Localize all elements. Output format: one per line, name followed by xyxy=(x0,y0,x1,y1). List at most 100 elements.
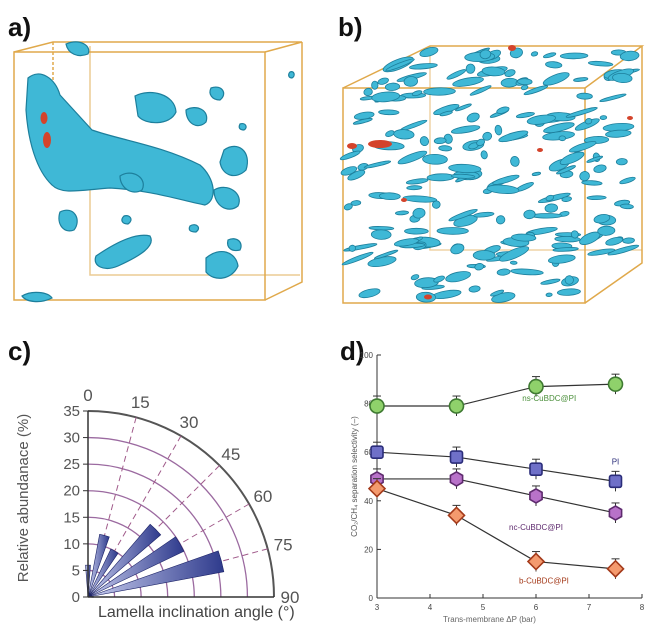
polar-radial-tick-label: 35 xyxy=(63,403,80,420)
blob-b xyxy=(543,122,575,134)
blob-b xyxy=(371,80,379,90)
blob-b xyxy=(622,237,635,244)
blob-b xyxy=(439,110,453,117)
blob-b xyxy=(481,66,506,77)
blob-b xyxy=(465,63,476,74)
blob-b xyxy=(559,52,589,60)
series-line xyxy=(377,478,616,514)
polar-radial-tick-label: 15 xyxy=(63,509,80,526)
y-tick-label: 40 xyxy=(364,497,373,506)
blob-b xyxy=(450,243,465,255)
blob-b xyxy=(350,200,362,206)
y-tick-label: 80 xyxy=(364,400,373,409)
polar-angle-tick-label: 30 xyxy=(180,413,199,432)
blob-b xyxy=(545,61,563,69)
blob-b xyxy=(523,85,549,96)
blob-b xyxy=(530,51,539,57)
blob-b xyxy=(384,82,401,91)
blob-b xyxy=(504,69,516,77)
blob-b xyxy=(347,169,366,181)
series-label: b-CuBDC@PI xyxy=(519,576,569,585)
blob-b xyxy=(411,90,423,97)
blob-b xyxy=(564,275,574,285)
blob-b xyxy=(436,227,469,235)
panel-label-b: b) xyxy=(338,12,363,42)
x-tick-label: 8 xyxy=(640,603,645,612)
blob-b xyxy=(377,77,389,85)
polar-radial-tick-label: 0 xyxy=(72,589,80,606)
polar-radial-tick-label: 30 xyxy=(63,430,80,447)
polar-bar xyxy=(87,550,225,598)
polar-x-axis-label: Lamella inclination angle (°) xyxy=(98,604,295,621)
blob-b xyxy=(559,151,585,165)
blob-b xyxy=(406,185,423,191)
data-point xyxy=(526,552,546,571)
blob-b xyxy=(340,166,358,176)
data-point xyxy=(529,487,543,504)
blob-b xyxy=(472,250,496,261)
y-tick-label: 0 xyxy=(369,594,374,603)
blob-b xyxy=(607,244,640,256)
blob-b xyxy=(526,114,556,125)
data-point xyxy=(447,506,466,525)
blob-b xyxy=(438,145,453,152)
blob-b xyxy=(515,112,535,119)
blob-b xyxy=(370,229,392,240)
blob-b xyxy=(482,131,493,141)
blob-b xyxy=(403,76,418,87)
blob-b xyxy=(593,164,607,173)
blob-b xyxy=(348,244,356,252)
line-chart-y-axis-label: CO₂/CH₄ separation selectivity (–) xyxy=(350,416,359,537)
blob-b xyxy=(556,288,581,296)
blob-b xyxy=(358,288,381,299)
blob-b xyxy=(558,135,566,142)
blob-b xyxy=(605,236,624,246)
polar-angle-tick-label: 75 xyxy=(274,536,293,555)
blob-b xyxy=(597,225,616,236)
blob-b xyxy=(479,49,492,60)
blob-b xyxy=(466,112,480,123)
data-point xyxy=(608,474,623,489)
blob-b xyxy=(412,207,426,219)
blob-b xyxy=(599,93,627,102)
blob-b xyxy=(409,63,438,70)
panel-label-a: a) xyxy=(8,12,32,42)
blob-b xyxy=(363,87,373,97)
blob-b xyxy=(385,58,415,72)
blob-b xyxy=(556,165,576,175)
blob-b xyxy=(405,178,429,185)
blob-b xyxy=(353,111,375,120)
blob-b xyxy=(419,47,439,57)
blob-b xyxy=(371,91,401,103)
blob-b xyxy=(363,160,392,169)
blob-b xyxy=(586,155,604,163)
blob-b xyxy=(492,174,520,185)
blob-b xyxy=(433,275,445,283)
y-tick-label: 60 xyxy=(364,448,373,457)
blob-b xyxy=(419,136,429,147)
polar-angle-tick-label: 15 xyxy=(131,393,150,412)
data-point xyxy=(608,505,623,521)
blob-b xyxy=(496,106,510,114)
blob-b xyxy=(568,141,597,153)
y-tick-label: 100 xyxy=(360,351,374,360)
blob-b xyxy=(397,150,428,165)
blob-b xyxy=(561,196,572,202)
blob-b xyxy=(584,118,593,125)
blob-b xyxy=(576,92,593,100)
blob-b xyxy=(565,107,598,118)
blob-b xyxy=(620,203,634,210)
red-particles-b xyxy=(347,45,633,300)
panel-label-c: c) xyxy=(8,336,32,366)
blob-b xyxy=(544,203,558,213)
blob-b xyxy=(593,213,611,224)
data-point xyxy=(448,398,465,414)
polar-radial-tick-label: 25 xyxy=(63,456,80,473)
blob-b xyxy=(455,103,472,112)
series-label: nc-CuBDC@PI xyxy=(509,523,563,532)
blob-b xyxy=(395,210,409,216)
polar-bar xyxy=(87,536,185,598)
blob-b xyxy=(540,278,561,285)
